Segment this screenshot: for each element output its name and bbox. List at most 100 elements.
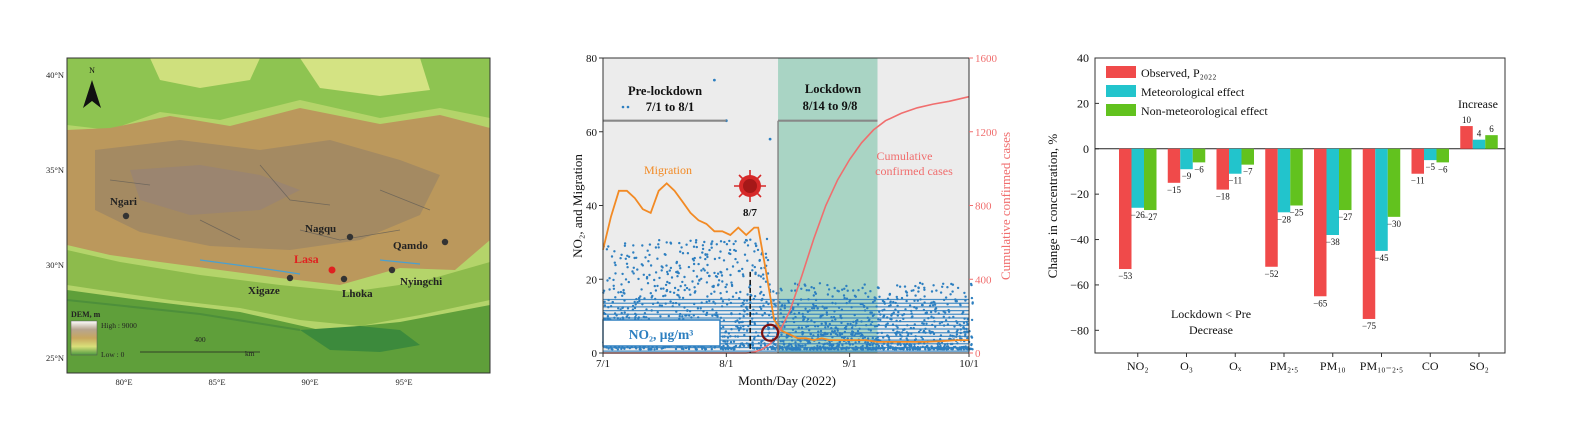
no2-point	[719, 250, 722, 253]
no2-point	[843, 287, 846, 290]
no2-point	[760, 267, 763, 270]
lon-label: 80°E	[115, 377, 132, 387]
no2-point	[953, 325, 956, 328]
no2-point	[717, 279, 721, 282]
bar	[1119, 148, 1132, 270]
bar-value-label: 4	[1477, 129, 1482, 139]
no2-point	[765, 256, 768, 259]
no2-point	[966, 336, 969, 340]
no2-point	[710, 347, 713, 351]
no2-point	[704, 347, 708, 351]
legend-dot	[626, 105, 630, 109]
no2-point	[971, 301, 974, 304]
no2-point	[691, 280, 694, 283]
no2-point	[717, 283, 720, 286]
bar-value-label: −15	[1167, 185, 1182, 195]
no2-point	[790, 289, 793, 292]
no2-point	[941, 285, 944, 288]
no2-point	[836, 348, 840, 351]
no2-point	[704, 257, 707, 261]
no2-point	[871, 348, 875, 351]
no2-point	[800, 326, 804, 329]
no2-point	[701, 244, 705, 247]
bar	[1339, 148, 1352, 211]
no2-point	[804, 284, 807, 287]
no2-point	[669, 266, 673, 270]
bar-value-label: 6	[1489, 124, 1494, 134]
bar	[1411, 148, 1424, 174]
no2-point	[713, 257, 717, 261]
no2-point	[939, 291, 943, 294]
no2-point	[659, 315, 662, 318]
bar-legend: Observed, P₂₀₂₂ Meteorological effect No…	[1106, 66, 1268, 118]
bar	[1229, 148, 1242, 174]
no2-point	[617, 307, 620, 310]
bar-category-label: PM₁₀	[1320, 359, 1346, 373]
no2-point	[895, 295, 898, 299]
no2-point	[824, 348, 827, 351]
no2-point	[758, 259, 761, 262]
bar	[1485, 135, 1498, 149]
no2-point	[620, 347, 623, 351]
migration-label: Migration	[644, 163, 692, 177]
no2-point	[897, 310, 900, 314]
no2-point	[867, 295, 870, 298]
no2-point	[670, 276, 674, 279]
no2-point	[647, 260, 650, 263]
no2-point	[762, 277, 765, 280]
no2-point	[838, 340, 841, 344]
no2-point	[823, 307, 826, 310]
no2-point	[896, 314, 899, 317]
y2-tick-label: 1200	[975, 127, 998, 139]
no2-point	[803, 347, 806, 351]
no2-point	[695, 245, 698, 249]
no2-point	[923, 319, 926, 322]
no2-point	[751, 269, 754, 272]
no2-point	[656, 284, 659, 288]
no2-point	[797, 311, 801, 315]
decrease-annotation-line2: Decrease	[1189, 323, 1233, 337]
legend-swatch-meteorological	[1106, 85, 1136, 97]
no2-point	[620, 253, 623, 256]
no2-point	[619, 290, 623, 294]
no2-point	[878, 295, 881, 298]
no2-point	[903, 285, 907, 288]
bar	[1144, 148, 1157, 211]
no2-point	[678, 264, 681, 267]
no2-point	[676, 293, 679, 297]
no2-point	[623, 347, 626, 350]
no2-point	[742, 315, 745, 318]
cases-line	[603, 95, 970, 354]
bar-y-tick-label: −80	[1070, 323, 1089, 337]
no2-point	[864, 292, 867, 295]
no2-point	[816, 344, 819, 348]
no2-point	[759, 285, 762, 289]
bar-value-label: −7	[1243, 167, 1253, 177]
no2-point	[963, 291, 966, 295]
no2-point	[701, 347, 704, 351]
x-tick-label: 8/1	[719, 358, 733, 370]
no2-point	[625, 262, 629, 265]
migration-line	[602, 182, 969, 343]
no2-point	[794, 341, 797, 344]
no2-point	[640, 263, 643, 266]
lon-label: 85°E	[208, 377, 225, 387]
no2-point	[918, 281, 922, 285]
no2-point	[917, 347, 921, 351]
phase-period-pre: 7/1 to 8/1	[646, 100, 695, 114]
no2-point	[943, 345, 946, 348]
bar-series: −53−26−27−15−9−6−18−11−7−52−28−25−65−38−…	[1118, 115, 1498, 331]
no2-point	[794, 344, 797, 347]
no2-point	[622, 288, 625, 292]
no2-point	[856, 318, 859, 322]
bar-y-tick-label: −40	[1070, 233, 1089, 247]
no2-point	[970, 296, 974, 300]
no2-point	[849, 322, 852, 326]
city-marker-nyingchi	[388, 266, 396, 274]
no2-point	[729, 252, 732, 256]
bar-value-label: 10	[1462, 115, 1472, 125]
no2-point	[932, 348, 936, 351]
no2-point	[649, 264, 653, 267]
no2-point	[666, 270, 669, 274]
no2-point	[706, 253, 709, 256]
